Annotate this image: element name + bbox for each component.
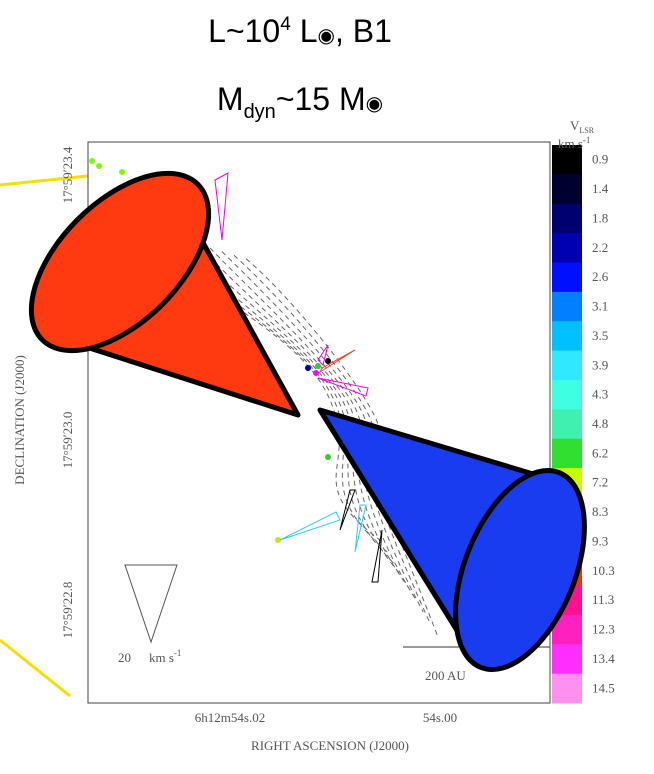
outflow-cones [0,142,610,688]
figure: L~104 L◉, B1 Mdyn~15 M◉ 20km s-1 200 AU … [0,0,654,774]
y-tick-label: 17°59′23.0 [60,412,75,469]
x-tick-label: 54s.00 [423,710,457,725]
colorbar-label: 4.8 [592,416,608,431]
colorbar-label: 3.9 [592,357,608,372]
colorbar-label: 2.6 [592,269,609,284]
colorbar-label: 3.5 [592,328,608,343]
zoom-line [0,640,70,696]
y-tick-label: 17°59′22.8 [60,582,75,639]
colorbar-label: 6.2 [592,445,608,460]
colorbar-label: 3.1 [592,299,608,314]
colorbar-label: 1.4 [592,181,609,196]
colorbar-segment [552,409,582,439]
colorbar-label: 11.3 [592,592,614,607]
colorbar-label: 9.3 [592,533,608,548]
colorbar-segment [552,380,582,410]
colorbar-segment [552,174,582,204]
colorbar-segment [552,674,582,704]
colorbar-label: 7.2 [592,475,608,490]
colorbar-segment [552,439,582,469]
colorbar-label: 1.8 [592,210,608,225]
colorbar-segment [552,321,582,351]
y-tick-label: 17°59′23.4 [60,146,75,203]
colorbar-title: VLSR [570,118,595,135]
title-line1: L~104 L◉, B1 [208,13,392,49]
colorbar-segment [552,262,582,292]
x-axis-label: RIGHT ASCENSION (J2000) [251,738,409,753]
colorbar-label: 10.3 [592,563,615,578]
colorbar-label: 2.2 [592,240,608,255]
colorbar-segment [552,351,582,381]
colorbar-label: 13.4 [592,651,615,666]
colorbar-unit: km s-1 [558,135,590,151]
title-line2: Mdyn~15 M◉ [217,81,383,123]
colorbar-segment [552,644,582,674]
colorbar-label: 12.3 [592,622,615,637]
colorbar: 0.9 1.4 1.8 2.2 2.6 3.1 3.5 3.9 4.3 4.8 6.2 7.2 8.3 9… [552,145,615,704]
colorbar-label: 14.5 [592,680,615,695]
colorbar-segment [552,204,582,234]
x-tick-label: 6h12m54s.02 [195,710,265,725]
colorbar-label: 0.9 [592,152,608,167]
distance-scale: 200 AU [425,668,466,683]
colorbar-label: 4.3 [592,387,608,402]
colorbar-segment [552,292,582,322]
colorbar-label: 8.3 [592,504,608,519]
colorbar-segment [552,233,582,263]
velocity-arrow [125,565,177,642]
y-axis-label: DECLINATION (J2000) [12,355,27,485]
